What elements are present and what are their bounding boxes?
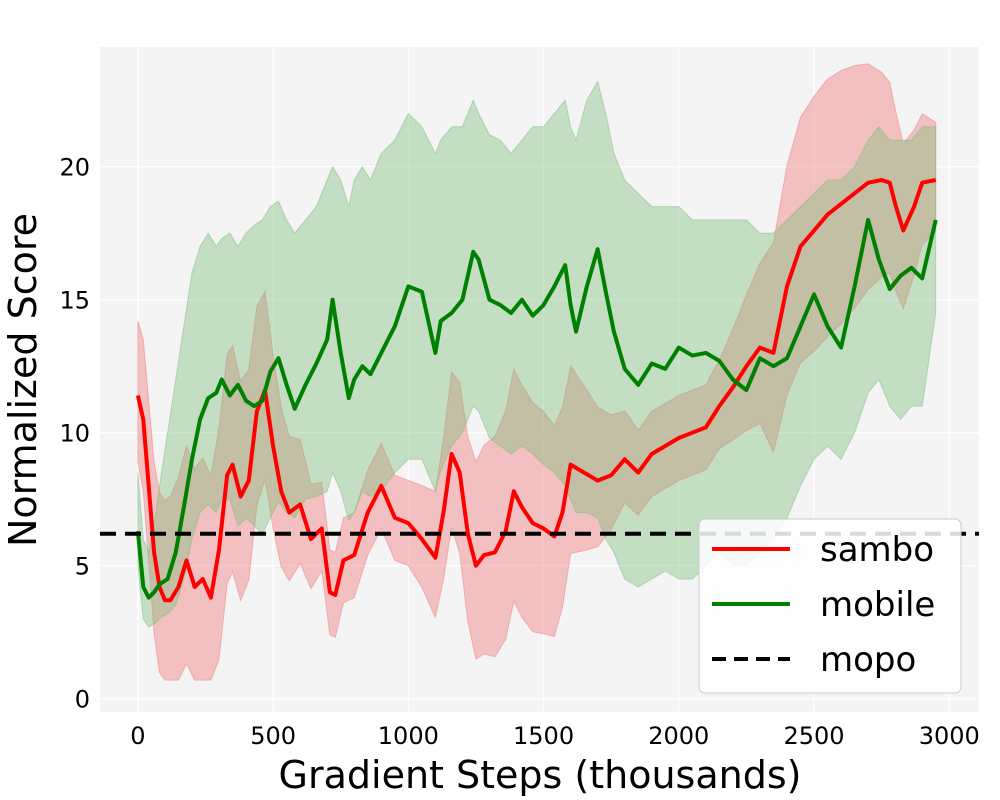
x-tick-label: 2000 (648, 722, 709, 750)
confidence-bands (137, 63, 937, 681)
x-tick-label: 1500 (513, 722, 574, 750)
x-tick-label: 500 (250, 722, 296, 750)
mobile-line (135, 217, 938, 600)
x-tick-label: 1000 (378, 722, 439, 750)
y-tick-label: 20 (59, 154, 90, 182)
x-tick-label: 2500 (783, 722, 844, 750)
y-tick-label: 0 (75, 686, 90, 714)
y-tick-label: 15 (59, 287, 90, 315)
legend-box (698, 518, 962, 694)
sambo-line (135, 178, 937, 603)
grid (100, 47, 979, 712)
x-tick-labels: 0 500 1000 1500 2000 2500 3000 (130, 722, 980, 750)
mobile-band (137, 80, 937, 628)
y-tick-label: 5 (75, 553, 90, 581)
legend-label-sambo: sambo (820, 530, 934, 570)
legend: sambo mobile mopo (698, 518, 962, 694)
y-axis-title: Normalized Score (1, 213, 45, 547)
x-axis-title: Gradient Steps (thousands) (279, 753, 802, 797)
x-tick-label: 0 (130, 722, 145, 750)
y-tick-label: 10 (59, 420, 90, 448)
legend-label-mopo: mopo (820, 640, 916, 680)
y-tick-labels: 0 5 10 15 20 (59, 154, 90, 714)
legend-label-mobile: mobile (820, 585, 935, 625)
x-tick-label: 3000 (919, 722, 980, 750)
